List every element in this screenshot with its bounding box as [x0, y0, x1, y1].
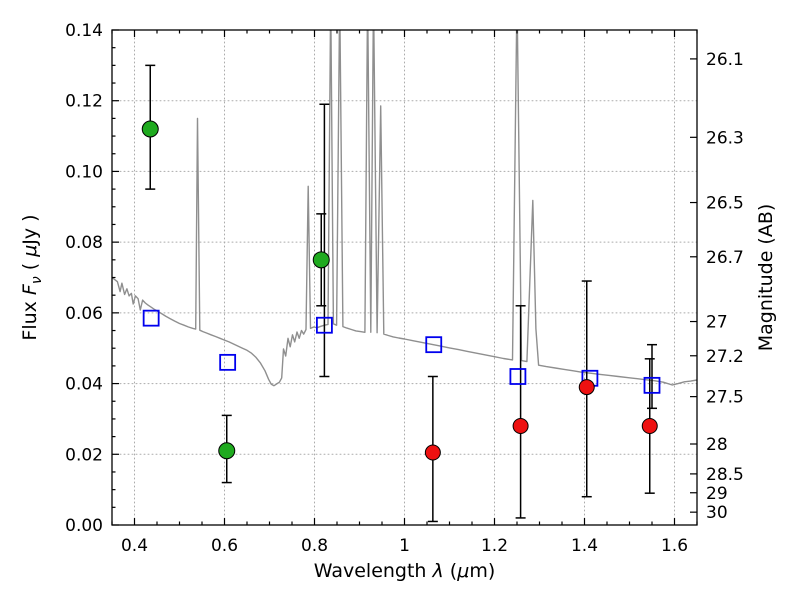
grid: [111, 29, 698, 526]
axis-ticks: [111, 29, 698, 526]
y-right-tick-label: 28.5: [706, 465, 744, 485]
red-circles-marker: [641, 418, 658, 434]
tick-labels: 0.4 0.6 0.8 1 1.2 1.4 1.6 0.00 0.02 0.04 0.06 0.08 0…: [65, 21, 744, 556]
y-left-tick-label: 0.10: [65, 162, 103, 182]
y-right-tick-label: 26.7: [706, 248, 744, 268]
y-left-tick-label: 0.04: [65, 375, 103, 395]
green-circles-marker: [218, 442, 236, 460]
spectrum-group: [112, 30, 697, 387]
y-right-tick-label: 29: [706, 484, 728, 504]
y-axis-label-right: Magnitude (AB): [755, 204, 777, 352]
green-circles-marker: [312, 251, 330, 269]
y-left-tick-label: 0.08: [65, 233, 103, 253]
x-tick-label: 1.2: [481, 536, 508, 556]
y-left-tick-label: 0.14: [65, 21, 103, 41]
blue-open-squares-marker: [643, 376, 661, 394]
y-right-tick-label: 26.5: [706, 194, 744, 214]
x-axis-label: Wavelength λ (μm): [314, 560, 495, 582]
blue-open-squares-marker: [142, 309, 160, 327]
y-axis-label-left: Flux Fν ( μJy ): [19, 214, 45, 340]
x-tick-label: 1: [399, 536, 410, 556]
red-circles-marker: [512, 418, 529, 434]
red-circles-marker: [424, 444, 441, 461]
blue-open-squares-marker: [425, 336, 443, 354]
y-left-tick-label: 0.02: [65, 445, 103, 465]
y-right-tick-label: 27.2: [706, 347, 744, 367]
y-right-tick-label: 26.1: [706, 50, 744, 70]
data-points: [141, 120, 661, 461]
y-right-tick-label: 28: [706, 435, 728, 455]
blue-open-squares-marker: [509, 368, 527, 385]
blue-open-squares-marker: [315, 316, 333, 334]
x-tick-label: 1.6: [661, 536, 688, 556]
y-left-tick-label: 0.00: [65, 516, 103, 536]
error-bars: [145, 64, 657, 523]
y-right-tick-label: 27.5: [706, 388, 744, 408]
y-left-tick-label: 0.06: [65, 304, 103, 324]
x-tick-label: 1.4: [571, 536, 598, 556]
y-left-tick-label: 0.12: [65, 92, 103, 112]
x-tick-label: 0.4: [121, 536, 148, 556]
y-right-tick-label: 26.3: [706, 128, 744, 148]
x-tick-label: 0.8: [301, 536, 328, 556]
spectrum-line: [112, 30, 697, 387]
green-circles-marker: [141, 120, 159, 138]
red-circles-marker: [578, 379, 595, 396]
x-tick-label: 0.6: [211, 536, 238, 556]
y-right-tick-label: 30: [706, 503, 728, 523]
y-right-tick-label: 27: [706, 313, 728, 333]
blue-open-squares-marker: [219, 353, 237, 371]
